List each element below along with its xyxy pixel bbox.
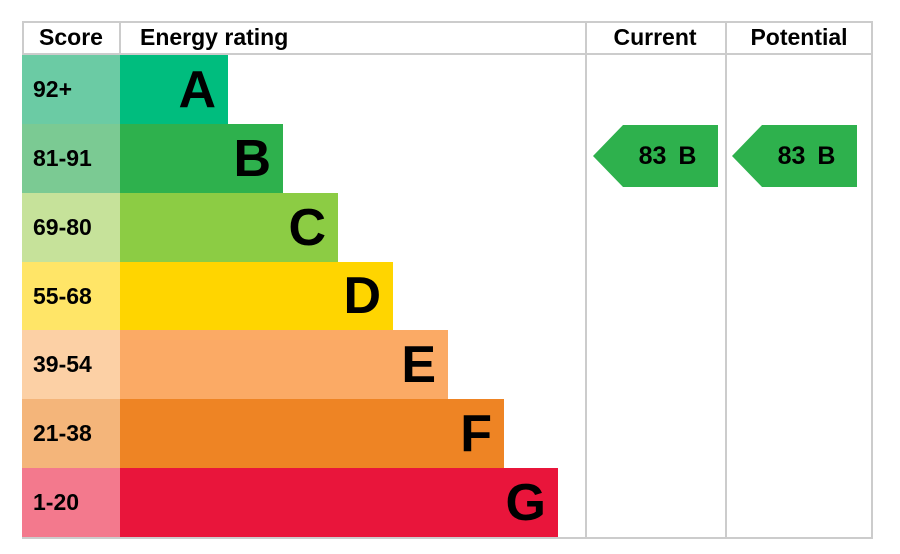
band-score-range: 92+ xyxy=(22,55,120,124)
potential-rating-arrow: 83 B xyxy=(732,125,857,187)
band-bar: C xyxy=(120,193,338,262)
header-top-line xyxy=(22,21,873,23)
header-bottom-line xyxy=(22,53,873,55)
score-rating-divider xyxy=(119,21,121,55)
band-row: 81-91 B xyxy=(22,124,900,193)
current-band-letter: B xyxy=(678,141,697,170)
band-row: 55-68 D xyxy=(22,262,900,330)
header-left-border xyxy=(22,21,24,55)
potential-band-letter: B xyxy=(817,141,836,170)
band-score-range: 21-38 xyxy=(22,399,120,468)
band-letter: D xyxy=(343,267,381,325)
band-row: 69-80 C xyxy=(22,193,900,262)
band-letter: C xyxy=(288,198,326,257)
band-letter: G xyxy=(505,473,546,532)
current-potential-divider xyxy=(725,21,727,539)
band-row: 1-20 G xyxy=(22,468,900,537)
current-header: Current xyxy=(613,24,697,50)
band-letter: F xyxy=(460,404,492,463)
band-bar: E xyxy=(120,330,448,399)
band-bar: F xyxy=(120,399,504,468)
chart-bottom-line xyxy=(22,537,873,539)
band-score-range: 55-68 xyxy=(22,262,120,330)
band-letter: B xyxy=(233,129,271,188)
band-score-range: 81-91 xyxy=(22,124,120,193)
band-letter: E xyxy=(401,335,436,394)
band-bar: D xyxy=(120,262,393,330)
current-rating-arrow: 83 B xyxy=(593,125,718,187)
band-bar: G xyxy=(120,468,558,537)
band-score-range: 39-54 xyxy=(22,330,120,399)
rating-current-divider xyxy=(585,21,587,539)
score-header: Score xyxy=(39,24,103,50)
band-score-range: 1-20 xyxy=(22,468,120,537)
band-bar: A xyxy=(120,55,228,124)
band-row: 39-54 E xyxy=(22,330,900,399)
potential-header: Potential xyxy=(750,24,848,50)
band-letter: A xyxy=(178,60,216,119)
band-score-range: 69-80 xyxy=(22,193,120,262)
band-row: 21-38 F xyxy=(22,399,900,468)
energy-rating-header: Energy rating xyxy=(140,24,289,50)
band-bar: B xyxy=(120,124,283,193)
current-score-value: 83 xyxy=(638,141,667,170)
potential-score-value: 83 xyxy=(777,141,806,170)
chart-right-border xyxy=(871,21,873,539)
band-row: 92+ A xyxy=(22,55,900,124)
